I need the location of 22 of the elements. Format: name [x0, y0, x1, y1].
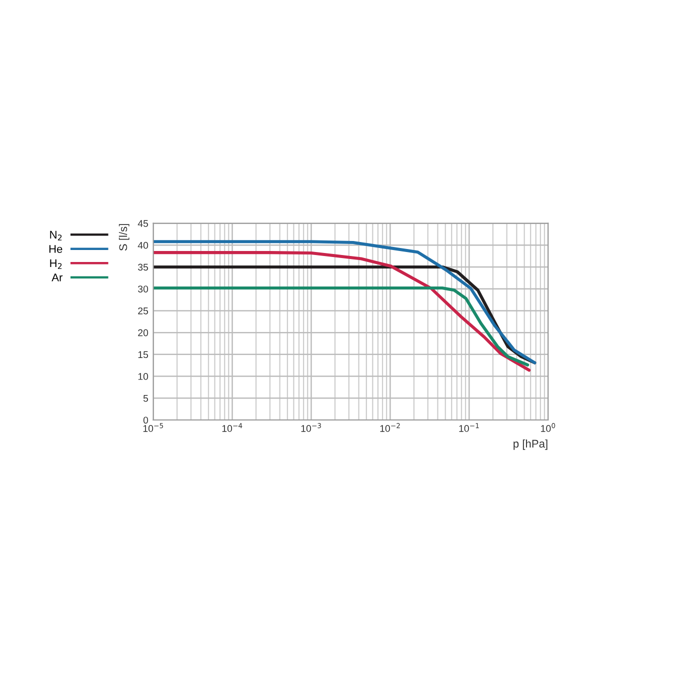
x-axis-title: p [hPa]: [514, 439, 548, 450]
x-tick-label: 10$^{−2}$: [380, 423, 400, 432]
y-tick-label: 20: [138, 329, 148, 336]
y-tick-label: 25: [138, 307, 148, 314]
y-tick-label: 5: [143, 394, 148, 402]
x-tick-label: 10$^{−5}$: [143, 423, 163, 432]
y-tick-label: 15: [138, 351, 148, 358]
x-tick-label: 10$^{−3}$: [301, 423, 321, 432]
legend-label: H$_{2}$: [50, 259, 62, 269]
y-tick-label: 45: [138, 220, 148, 227]
x-tick-label: 10$^{−4}$: [222, 423, 242, 432]
y-tick-label: 0: [143, 416, 148, 424]
legend-label: N$_{2}$: [50, 230, 62, 240]
y-tick-label: 40: [138, 242, 148, 249]
legend-label: He: [49, 245, 62, 253]
y-tick-label: 10: [138, 373, 148, 380]
y-tick-label: 30: [138, 286, 148, 292]
x-tick-label: 10$^{−1}$: [459, 423, 479, 432]
y-tick-label: 35: [138, 264, 148, 271]
y-axis-title: S [l/s]: [118, 224, 130, 251]
x-tick-label: 10$^{0}$: [541, 423, 556, 432]
legend-label: Ar: [52, 274, 63, 282]
